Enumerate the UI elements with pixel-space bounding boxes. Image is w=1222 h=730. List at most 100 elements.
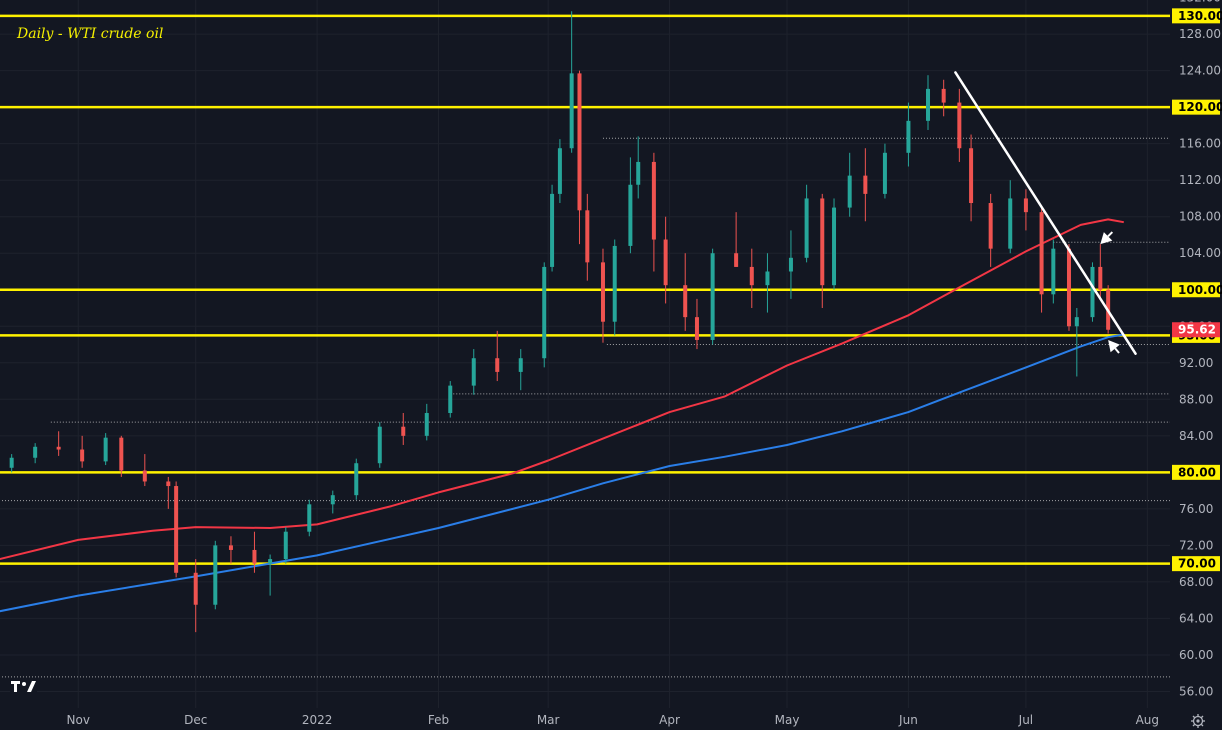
candle-body	[957, 102, 962, 149]
y-tick-label: 92.00	[1179, 356, 1213, 370]
candle	[307, 499, 312, 537]
candle-body	[1023, 198, 1028, 213]
candle	[354, 458, 359, 500]
candle	[518, 349, 523, 391]
x-tick-label: Nov	[67, 713, 90, 727]
horizontal-levels[interactable]	[0, 14, 1170, 565]
y-tick-label: 76.00	[1179, 502, 1213, 516]
candle-body	[941, 88, 946, 103]
candle-body	[33, 446, 38, 458]
candle	[228, 536, 233, 564]
y-tick-label: 124.00	[1179, 64, 1221, 78]
price-tag-label: 95.62	[1178, 323, 1216, 337]
candle-body	[518, 358, 523, 372]
arrow-head	[1100, 232, 1113, 245]
candle	[330, 490, 335, 514]
candle	[557, 139, 562, 204]
drawings[interactable]	[954, 71, 1137, 355]
candle-body	[569, 73, 574, 149]
candle-body	[252, 549, 257, 564]
price-tag-bg	[1172, 282, 1220, 298]
candle	[9, 454, 14, 473]
level-price-tag: 120.00	[1172, 99, 1222, 115]
candle-body	[882, 152, 887, 194]
candle	[103, 433, 108, 466]
candle	[569, 11, 574, 153]
price-tag-bg	[1172, 464, 1220, 480]
candle-body	[863, 175, 868, 194]
y-tick-label: 108.00	[1179, 210, 1221, 224]
candle-body	[268, 559, 273, 564]
candle-body	[495, 358, 500, 372]
y-tick-label: 88.00	[1179, 392, 1213, 406]
candle-body	[9, 457, 14, 468]
candle	[1039, 207, 1044, 313]
trendline	[954, 71, 1137, 355]
candle	[33, 443, 38, 464]
candle-body	[142, 470, 147, 482]
arrow-up-left	[1108, 339, 1120, 354]
candle	[174, 481, 179, 578]
candle-body	[550, 193, 555, 267]
y-tick-label: 64.00	[1179, 611, 1213, 625]
candle-body	[820, 198, 825, 286]
candle	[788, 230, 793, 299]
arrow-shaft	[1114, 347, 1120, 354]
y-tick-label: 68.00	[1179, 575, 1213, 589]
candle	[252, 531, 257, 573]
candle	[628, 157, 633, 254]
candle	[193, 559, 198, 633]
candle	[694, 298, 699, 350]
candle-body	[906, 120, 911, 153]
candle	[1074, 308, 1079, 377]
candle	[734, 212, 739, 267]
candle-body	[542, 266, 547, 359]
candle	[636, 136, 641, 199]
candle	[283, 527, 288, 564]
candle-body	[283, 531, 288, 560]
moving-average-blue	[0, 333, 1124, 613]
y-tick-label: 116.00	[1179, 137, 1221, 151]
candle	[542, 262, 547, 368]
level-price-tag: 100.00	[1172, 282, 1222, 298]
candle	[906, 102, 911, 167]
candle	[863, 148, 868, 222]
candle	[832, 198, 837, 290]
candle-body	[683, 285, 688, 318]
moving-averages	[0, 218, 1124, 613]
tradingview-logo-icon[interactable]	[10, 679, 37, 694]
candle-body	[847, 175, 852, 208]
candle-body	[710, 253, 715, 340]
arrow-head	[1108, 339, 1120, 353]
gear-icon[interactable]	[1191, 714, 1205, 728]
candle-body	[471, 358, 476, 386]
candle	[651, 152, 656, 272]
candle	[471, 349, 476, 395]
candle-body	[1066, 248, 1071, 327]
last-price-tag: 95.62	[1172, 322, 1220, 338]
candle	[969, 134, 974, 222]
candle-body	[585, 210, 590, 263]
candle-body	[788, 257, 793, 272]
level-price-tag: 130.00	[1172, 8, 1222, 24]
candle-body	[600, 262, 605, 322]
candle-body	[119, 437, 124, 471]
candle-body	[1098, 266, 1103, 290]
candle-body	[804, 198, 809, 258]
candle	[847, 152, 852, 217]
candle-body	[1039, 212, 1044, 295]
candle-body	[969, 148, 974, 204]
candle-body	[424, 413, 429, 436]
price-axis[interactable]	[1170, 0, 1222, 708]
x-tick-label: Apr	[659, 713, 680, 727]
candle-body	[628, 184, 633, 246]
time-axis[interactable]	[0, 708, 1222, 730]
candle-body	[307, 504, 312, 532]
candle	[1098, 244, 1103, 299]
y-tick-label: 72.00	[1179, 538, 1213, 552]
moving-average-red	[0, 218, 1124, 561]
x-tick-label: May	[775, 713, 800, 727]
